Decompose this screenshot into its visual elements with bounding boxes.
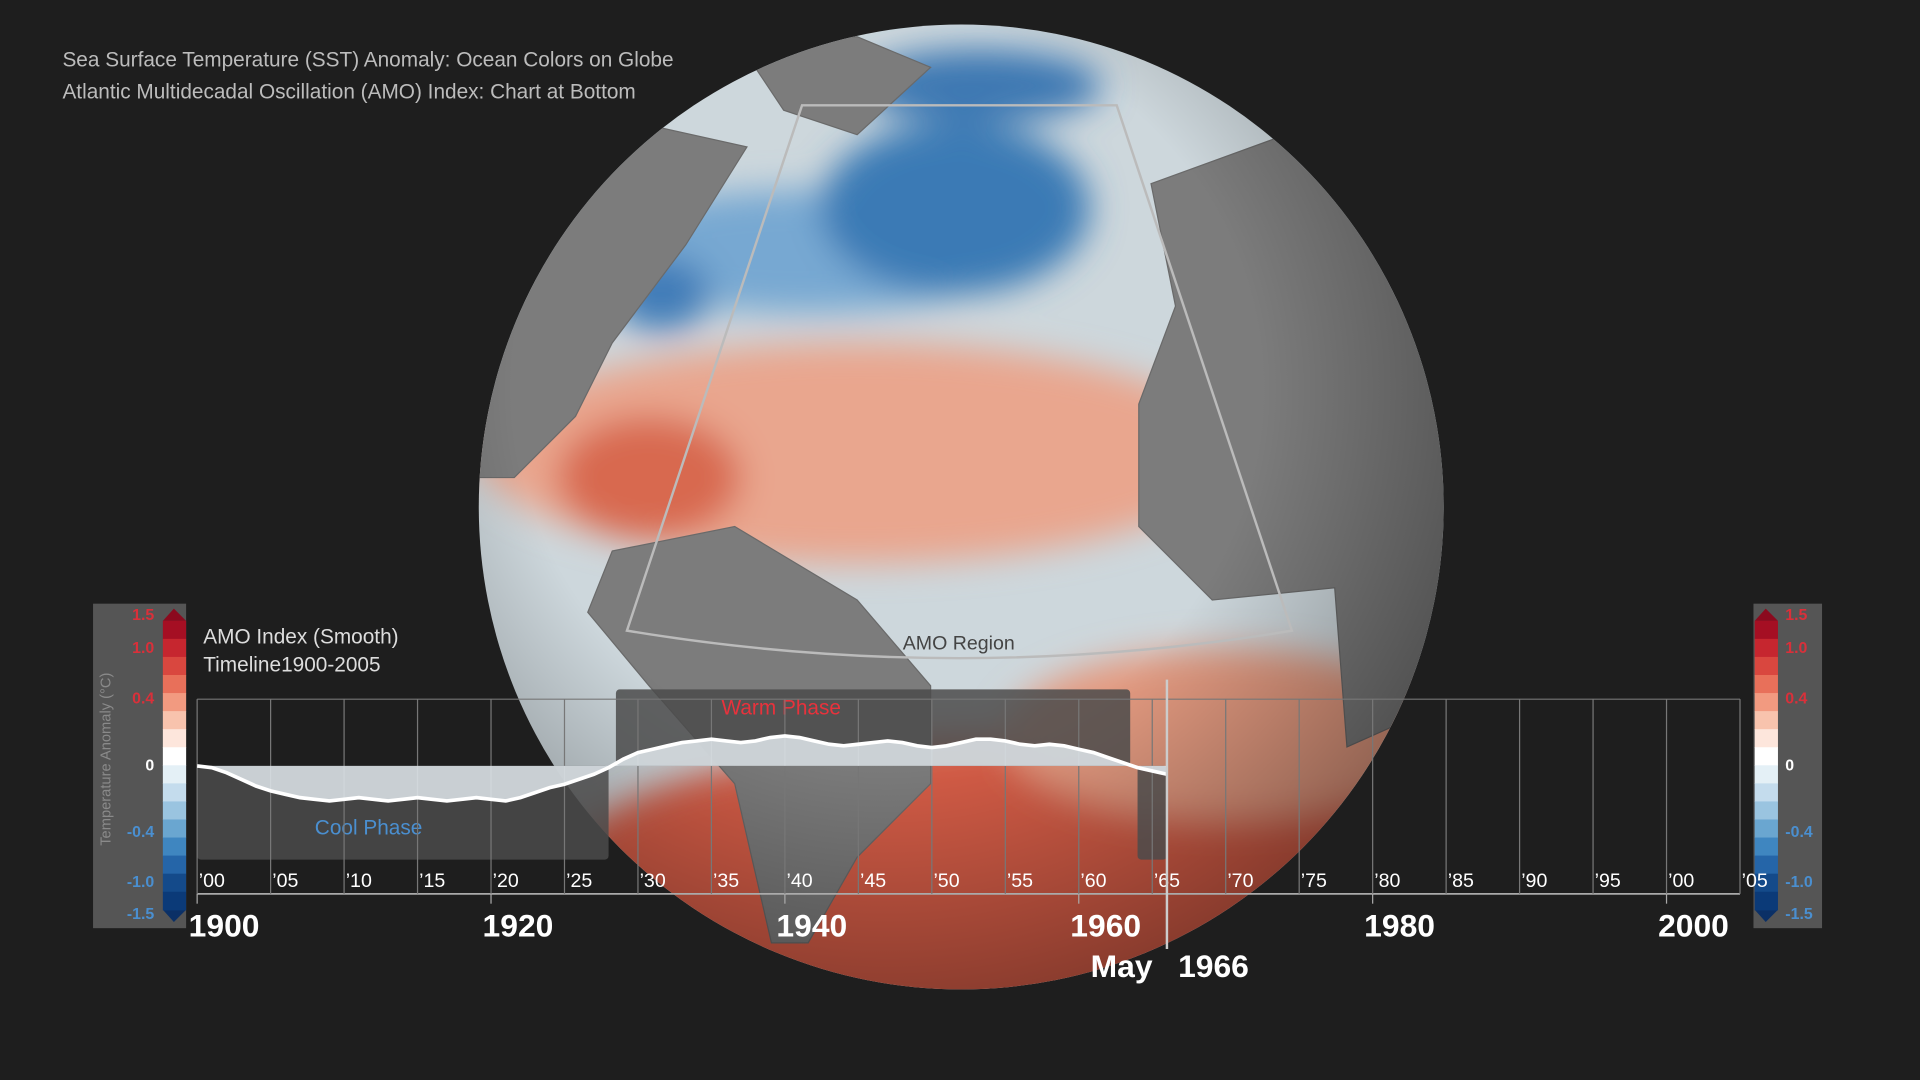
colorbar-segment	[1754, 656, 1778, 676]
x-major-label: 1960	[1070, 908, 1141, 944]
amo-chart: Cool Phase Warm Phase ’00 ’05 ’10 ’15 ’20 ’25 ’3…	[189, 679, 1768, 984]
colorbar-label: -0.4	[127, 824, 155, 841]
area-fill	[197, 735, 1167, 801]
colorbar-segment	[162, 819, 187, 839]
colorbar-arrow	[162, 608, 187, 621]
colorbar-segment	[162, 729, 187, 748]
colorbar-segment	[162, 765, 187, 784]
caption: Sea Surface Temperature (SST) Anomaly: O…	[62, 49, 673, 72]
colorbar-label: -1.0	[127, 874, 155, 891]
colorbar-segment	[162, 873, 187, 893]
x-tick-label: ’05	[1742, 870, 1768, 892]
colorbar-segment	[1754, 729, 1778, 748]
index-line	[196, 734, 1168, 803]
x-tick-label: ’90	[1521, 870, 1547, 892]
colorbar-arrow	[1754, 608, 1778, 621]
colorbar-label: -1.5	[1785, 906, 1813, 923]
globe-shading	[478, 24, 1444, 990]
colorbar: 1.5 1.0 0.4 0 -0.4 -1.0 -1.5	[1754, 607, 1813, 923]
colorbar-segment	[1754, 638, 1778, 658]
x-tick-label: ’40	[787, 870, 813, 892]
colorbar-label: 0.4	[132, 690, 154, 707]
x-major-label: 2000	[1658, 908, 1729, 944]
colorbar-segment	[162, 837, 187, 857]
colorbar-segment	[1754, 891, 1778, 911]
phase-label: Cool Phase	[315, 816, 423, 839]
x-major-label: 1980	[1364, 908, 1435, 944]
x-tick-label: ’45	[860, 870, 886, 892]
colorbar-segment	[1754, 693, 1778, 712]
colorbar-label: -1.5	[127, 906, 155, 923]
x-tick-label: ’60	[1080, 870, 1106, 892]
x-tick-label: ’95	[1595, 870, 1621, 892]
colorbar-segment	[1754, 765, 1778, 784]
x-tick-label: ’85	[1448, 870, 1474, 892]
colorbar-label: 0	[145, 758, 154, 775]
colorbar-segment	[162, 783, 187, 803]
phase-label: Warm Phase	[722, 696, 841, 719]
colorbar-title: Temperature Anomaly (°C)	[98, 673, 114, 846]
x-tick-label: ’80	[1374, 870, 1400, 892]
colorbar-arrow	[162, 909, 187, 923]
chart-subtitle: Timeline1900-2005	[203, 654, 380, 677]
colorbar-segment	[162, 711, 187, 730]
colorbar-label: 0.4	[1785, 690, 1807, 707]
x-tick-label: ’55	[1007, 870, 1033, 892]
colorbar-label: -0.4	[1785, 824, 1813, 841]
marker-year: 1966	[1178, 948, 1249, 984]
x-major-label: 1940	[776, 908, 847, 944]
colorbar-segment	[1754, 620, 1778, 640]
x-tick-label: ’25	[566, 870, 592, 892]
colorbar-segment	[162, 855, 187, 875]
colorbar-segment	[1754, 783, 1778, 803]
x-major-label: 1900	[189, 908, 260, 944]
colorbar-label: 0	[1785, 758, 1794, 775]
colorbar-segment	[1754, 837, 1778, 857]
colorbar-arrow	[1754, 909, 1778, 923]
colorbar: 1.5 1.0 0.4 0 -0.4 -1.0 -1.5	[127, 607, 187, 923]
colorbar-segment	[1754, 801, 1778, 821]
x-tick-label: ’05	[272, 870, 298, 892]
colorbar-label: -1.0	[1785, 874, 1813, 891]
colorbar-segment	[1754, 873, 1778, 893]
colorbar-segment	[162, 638, 187, 658]
x-tick-label: ’35	[713, 870, 739, 892]
region-label: AMO Region	[903, 632, 1015, 654]
colorbar-segment	[162, 620, 187, 640]
x-tick-label: ’20	[493, 870, 519, 892]
colorbar-segment	[1754, 855, 1778, 875]
colorbar-segment	[162, 801, 187, 821]
x-tick-label: ’75	[1301, 870, 1327, 892]
marker-month: May	[1091, 948, 1153, 984]
chart-title: AMO Index (Smooth)	[203, 625, 398, 648]
colorbar-label: 1.0	[1785, 640, 1807, 657]
colorbar-label: 1.5	[1785, 607, 1807, 624]
colorbar-segment	[162, 693, 187, 712]
amo-region-outline	[625, 104, 1294, 660]
caption: Atlantic Multidecadal Oscillation (AMO) …	[62, 81, 635, 104]
colorbar-segment	[1754, 819, 1778, 839]
x-tick-label: ’00	[199, 870, 225, 892]
colorbar-segment	[1754, 747, 1778, 766]
colorbar-label: 1.5	[132, 607, 154, 624]
colorbar-segment	[1754, 711, 1778, 730]
x-tick-label: ’10	[346, 870, 372, 892]
x-tick-label: ’15	[419, 870, 445, 892]
x-tick-label: ’70	[1227, 870, 1253, 892]
x-major-label: 1920	[483, 908, 554, 944]
colorbar-segment	[162, 747, 187, 766]
x-tick-label: ’50	[933, 870, 959, 892]
colorbar-segment	[1754, 675, 1778, 694]
colorbar-segment	[162, 656, 187, 676]
colorbar-segment	[162, 891, 187, 911]
colorbar-label: 1.0	[132, 640, 154, 657]
x-tick-label: ’00	[1668, 870, 1694, 892]
x-tick-label: ’30	[640, 870, 666, 892]
colorbar-segment	[162, 675, 187, 694]
